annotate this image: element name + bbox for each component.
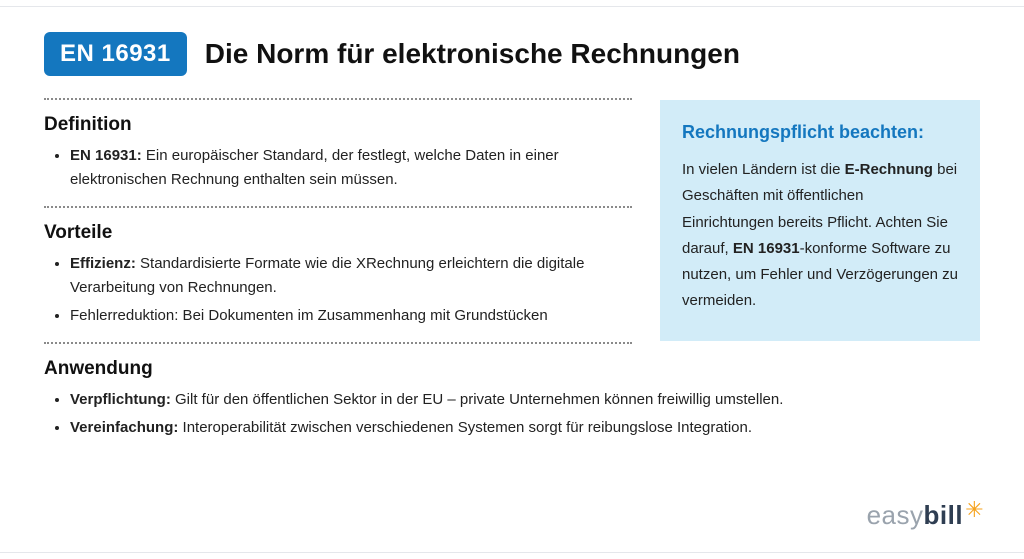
section-heading-vorteile: Vorteile (44, 222, 632, 244)
bullet-lead: Effizienz (70, 255, 140, 272)
page-title: Die Norm für elektronische Rechnungen (205, 38, 740, 70)
definition-list: EN 16931Ein europäischer Standard, der f… (44, 144, 632, 192)
bullet-lead: EN 16931 (70, 147, 146, 164)
callout-strong: EN 16931 (733, 240, 800, 257)
logo-part-bill: bill (924, 500, 964, 531)
callout-strong: E-Rechnung (845, 161, 933, 178)
header: EN 16931 Die Norm für elektronische Rech… (44, 32, 980, 76)
divider (44, 98, 632, 100)
callout-title: Rechnungspflicht beachten: (682, 122, 958, 143)
divider (44, 342, 632, 344)
list-item: VereinfachungInteroperabilität zwischen … (70, 416, 980, 440)
list-item: EN 16931Ein europäischer Standard, der f… (70, 144, 632, 192)
divider (44, 206, 632, 208)
bullet-text: Fehlerreduktion: Bei Dokumenten im Zusam… (70, 307, 548, 324)
bullet-text: Gilt für den öffentlichen Sektor in der … (175, 391, 783, 408)
logo-part-easy: easy (867, 500, 924, 531)
bullet-lead: Verpflichtung (70, 391, 175, 408)
list-item: EffizienzStandardisierte Formate wie die… (70, 252, 632, 300)
callout-body: In vielen Ländern ist die E-Rechnung bei… (682, 157, 958, 315)
bottom-rule (0, 552, 1024, 553)
bullet-text: Interoperabilität zwischen verschiedenen… (183, 419, 752, 436)
standard-badge: EN 16931 (44, 32, 187, 76)
callout-text: In vielen Ländern ist die (682, 161, 845, 178)
section-heading-definition: Definition (44, 114, 632, 136)
bullet-text: Standardisierte Formate wie die XRechnun… (70, 255, 584, 296)
vorteile-list: EffizienzStandardisierte Formate wie die… (44, 252, 632, 328)
section-heading-anwendung: Anwendung (44, 358, 980, 380)
left-column: Definition EN 16931Ein europäischer Stan… (44, 98, 632, 344)
callout-box: Rechnungspflicht beachten: In vielen Län… (660, 100, 980, 341)
asterisk-icon: ✳ (965, 497, 984, 523)
top-rule (0, 6, 1024, 7)
brand-logo: easybill✳ (867, 500, 984, 531)
list-item: Fehlerreduktion: Bei Dokumenten im Zusam… (70, 304, 632, 328)
right-column: Rechnungspflicht beachten: In vielen Län… (660, 98, 980, 341)
list-item: VerpflichtungGilt für den öffentlichen S… (70, 388, 980, 412)
anwendung-list: VerpflichtungGilt für den öffentlichen S… (44, 388, 980, 440)
bullet-lead: Vereinfachung (70, 419, 183, 436)
